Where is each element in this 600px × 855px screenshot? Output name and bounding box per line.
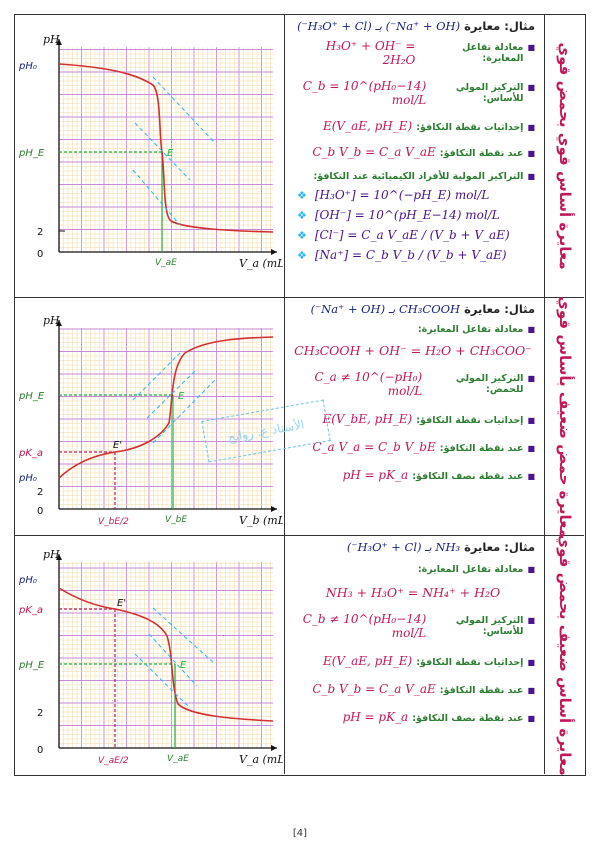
line-item: ■ عند نقطة نصف التكافؤ: pH = pK_a <box>342 468 535 482</box>
line-item: ■ التركيز المولي للحمض: C_a ≠ 10^(−pH₀) mo… <box>314 370 535 398</box>
line-item: ■ عند نقطة التكافؤ: C_a V_a = C_b V_bE <box>312 440 535 454</box>
text-block: مثال: معايرة CH₃COOH بـ (Na⁺ + OH⁻) ■ معا… <box>285 298 543 535</box>
example-line: مثال: معايرة NH₃ بـ (H₃O⁺ + Cl⁻) <box>346 540 535 554</box>
side-title: معايرة حمض ضعيف بأساس قوي <box>544 296 584 537</box>
x-mark-vae: V_aE <box>155 258 177 268</box>
line-item: ■ إحداثيات نقطة التكافؤ: E(V_aE, pH_E) <box>322 654 535 668</box>
concentration-item: ❖ [Na⁺] = C_b V_b / (V_b + V_aE) <box>297 248 507 262</box>
text-block: مثال: معايرة NH₃ بـ (H₃O⁺ + Cl⁻) ■ معادلة… <box>285 536 543 774</box>
y-label-ph0: pH₀ <box>18 473 37 484</box>
line-item: ■ عند نقطة نصف التكافؤ: pH = pK_a <box>342 710 535 724</box>
point-e: E <box>167 148 174 159</box>
line-item: ■ إحداثيات نقطة التكافؤ: E(V_aE, pH_E) <box>322 119 535 133</box>
text-block: مثال: معايرة (Na⁺ + OH⁻) بـ (H₃O⁺ + Cl⁻)… <box>285 15 543 297</box>
line-item: ■ التركيز المولي للأساس: C_b = 10^(pH₀−14)… <box>302 79 535 107</box>
x-mark-half: V_bE/2 <box>98 517 129 527</box>
reaction-equation: NH₃ + H₃O⁺ = NH₄⁺ + H₂O <box>325 585 501 600</box>
line-item: ■ إحداثيات نقطة التكافؤ: E(V_bE, pH_E) <box>322 412 535 426</box>
tangent-line <box>134 653 191 709</box>
side-title: معايرة أساس ضعيف بحمض قوي <box>544 534 584 776</box>
y-label-pka: pK_a <box>18 448 43 459</box>
x-axis-label: V_b (mL) <box>239 514 283 527</box>
y-label-0: 0 <box>37 506 43 517</box>
concentration-item: ❖ [H₃O⁺] = 10^(−pH_E) mol/L <box>297 188 490 202</box>
y-label-ph0: pH₀ <box>18 61 37 72</box>
y-label-phe: pH_E <box>18 391 45 402</box>
y-axis-label: pH <box>43 548 60 561</box>
x-mark-vae: V_aE <box>167 754 189 764</box>
y-axis-arrow <box>56 554 62 560</box>
x-axis-label: V_a (mL) <box>239 753 283 766</box>
point-e: E <box>180 660 187 671</box>
line-item: ■ عند نقطة التكافؤ: C_b V_b = C_a V_aE <box>312 682 535 696</box>
section-strong-base-strong-acid: pH V_a (mL) pH₀ pH_E 2 0 E V_aE مثال: معايرة (N… <box>15 15 584 298</box>
page-number: [4] <box>292 828 308 839</box>
line-item: ■ عند نقطة التكافؤ: C_b V_b = C_a V_aE <box>312 145 535 159</box>
y-axis-arrow <box>56 39 62 45</box>
y-label-2: 2 <box>37 227 43 238</box>
x-axis-arrow <box>271 249 277 255</box>
line-item: ■ التركيز المولي للأساس: C_b ≠ 10^(pH₀−14)… <box>302 612 535 640</box>
y-label-phe: pH_E <box>18 660 45 671</box>
y-axis-label: pH <box>43 314 60 327</box>
y-label-ph0: pH₀ <box>18 575 37 586</box>
titration-curve <box>58 336 274 479</box>
tangent-line <box>148 633 198 687</box>
tangent-line <box>152 76 216 144</box>
concentration-item: ❖ [Cl⁻] = C_a V_aE / (V_b + V_aE) <box>297 228 510 242</box>
section-weak-base-strong-acid: pH V_a (mL) pH₀ pK_a pH_E 2 0 E E' V_aE/2 V_aE مثا… <box>15 534 584 776</box>
x-mark-vbe: V_bE <box>165 515 187 525</box>
y-axis-label: pH <box>43 33 60 46</box>
x-mark-half: V_aE/2 <box>98 756 129 766</box>
titration-curve <box>58 587 274 722</box>
line-item: ■ التراكيز المولية للأفراد الكيميائية عند… <box>313 171 535 182</box>
graph-weak-base: pH V_a (mL) pH₀ pK_a pH_E 2 0 E E' V_aE/2 V_aE <box>15 536 285 774</box>
x-axis-arrow <box>271 506 277 512</box>
reaction-equation: CH₃COOH + OH⁻ = H₂O + CH₃COO⁻ <box>294 343 532 358</box>
side-title: معايرة أساس قوي بحمض قوي <box>544 15 584 297</box>
titration-curve-1: pH V_a (mL) pH₀ pH_E 2 0 E V_aE <box>18 33 283 270</box>
line-item: ■ معادلة تفاعل المعايرة: <box>417 324 535 335</box>
y-axis-arrow <box>56 320 62 326</box>
point-e-prime: E' <box>113 440 122 451</box>
graph-strong-base: pH V_a (mL) pH₀ pH_E 2 0 E V_aE <box>15 15 285 297</box>
tangent-line <box>152 379 216 444</box>
example-line: مثال: معايرة CH₃COOH بـ (Na⁺ + OH⁻) <box>310 302 535 316</box>
y-label-2: 2 <box>37 487 43 498</box>
y-label-pka: pK_a <box>18 605 43 616</box>
page-frame: pH V_a (mL) pH₀ pH_E 2 0 E V_aE مثال: معايرة (N… <box>14 14 586 776</box>
line-item: ■ معادلة تفاعل المعايرة: <box>417 564 535 575</box>
titration-curve <box>58 63 274 233</box>
y-label-phe: pH_E <box>18 148 45 159</box>
y-label-0: 0 <box>37 745 43 756</box>
y-label-0: 0 <box>37 249 43 260</box>
point-e: E <box>178 391 185 402</box>
tangent-line <box>132 169 181 226</box>
line-item: ■ معادلة تفاعل المعايرة: H₃O⁺ + OH⁻ = 2H₂O <box>325 39 535 67</box>
concentration-item: ❖ [OH⁻] = 10^(pH_E−14) mol/L <box>297 208 500 222</box>
tangent-line <box>134 122 191 181</box>
x-axis-arrow <box>271 745 277 751</box>
titration-curve-3: pH V_a (mL) pH₀ pK_a pH_E 2 0 E E' V_aE/2 V_aE <box>18 548 283 766</box>
x-axis-label: V_a (mL) <box>239 257 283 270</box>
y-label-2: 2 <box>37 708 43 719</box>
example-line: مثال: معايرة (Na⁺ + OH⁻) بـ (H₃O⁺ + Cl⁻) <box>297 19 535 33</box>
point-e-prime: E' <box>117 598 126 609</box>
